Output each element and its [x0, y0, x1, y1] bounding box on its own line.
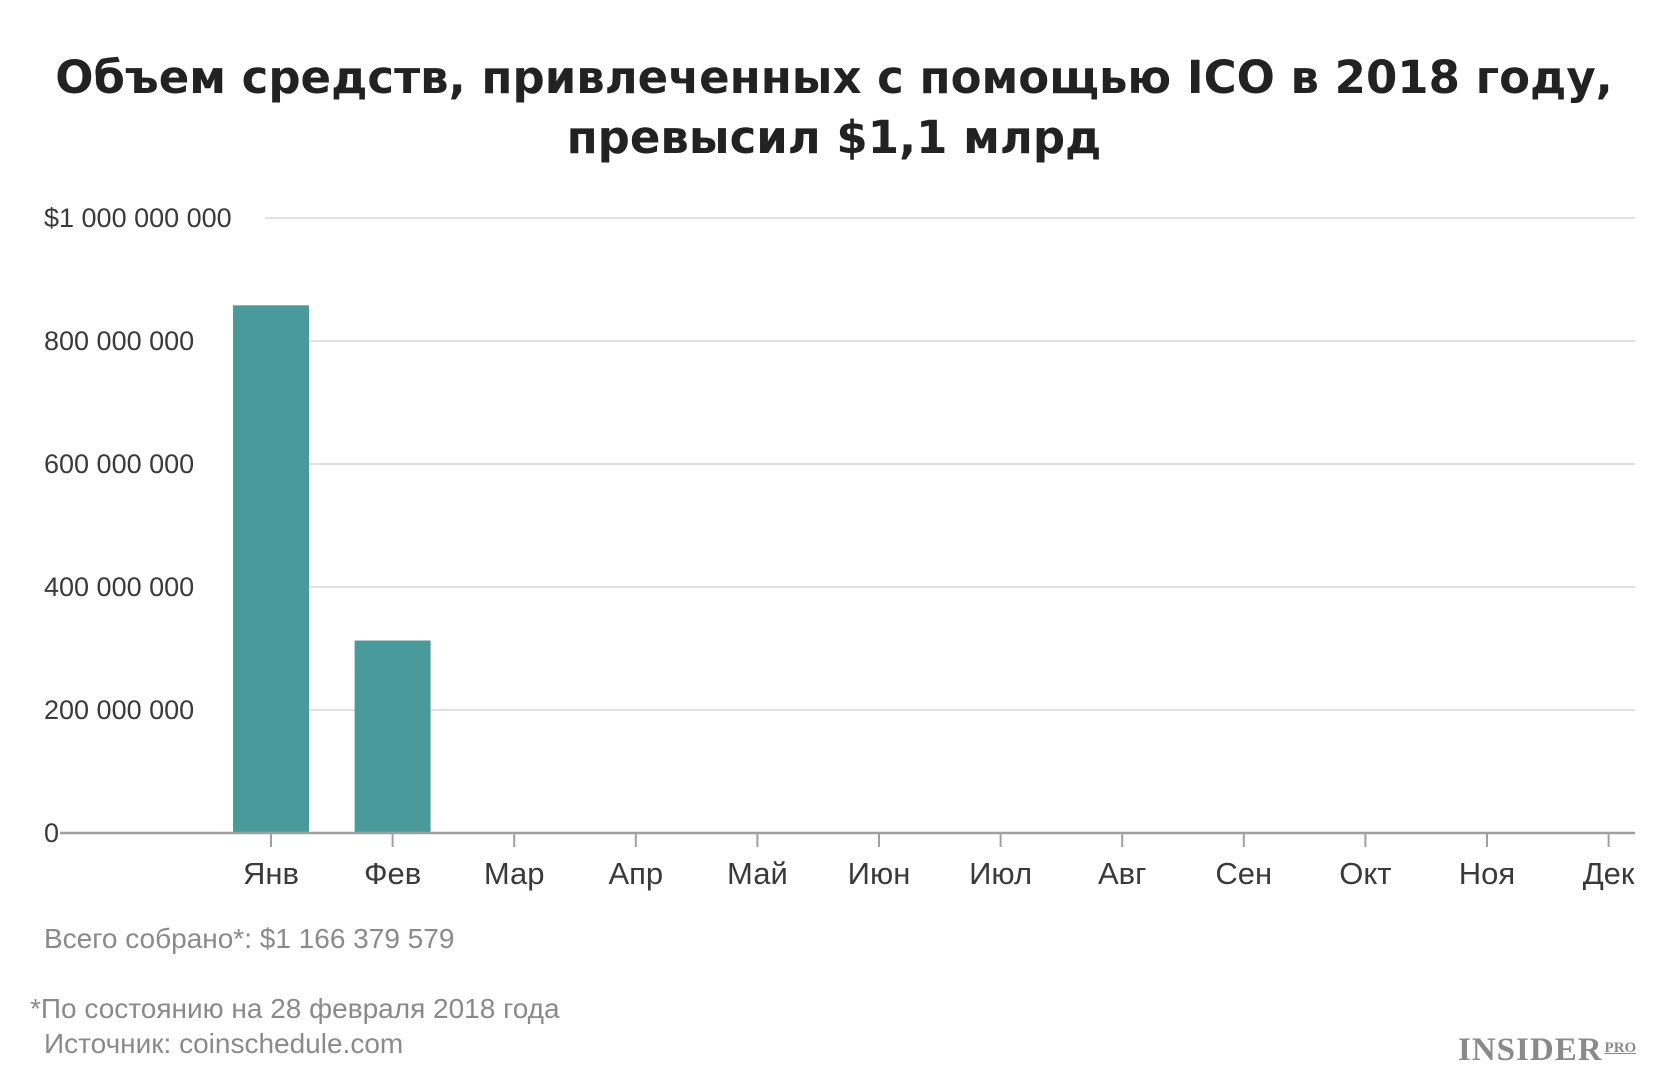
chart-title-line-2: превысил $1,1 млрд [566, 111, 1102, 164]
x-tick-label: Дек [1583, 856, 1635, 891]
x-tick-label: Окт [1339, 856, 1391, 891]
x-tick-label: Сен [1215, 856, 1272, 891]
total-raised-note: Всего собрано*: $1 166 379 579 [44, 923, 455, 954]
logo-sub-text: PRO [1604, 1040, 1637, 1056]
x-tick-label: Июл [969, 856, 1032, 891]
bar-Янв [233, 305, 309, 834]
y-tick-label: 400 000 000 [44, 572, 194, 602]
axes [60, 831, 1635, 847]
y-tick-label: $1 000 000 000 [44, 203, 232, 233]
chart-title: Объем средств, привлеченных с помощью IC… [0, 48, 1668, 168]
y-tick-label: 200 000 000 [44, 695, 194, 725]
y-tick-label: 0 [44, 818, 59, 848]
insider-pro-logo: INSIDER PRO [1458, 1032, 1636, 1069]
grid-lines [265, 217, 1635, 711]
x-tick-label: Май [727, 856, 788, 891]
x-tick-label: Авг [1098, 856, 1146, 891]
x-tick-label: Мар [484, 856, 545, 891]
y-tick-labels: 0 200 000 000 400 000 000 600 000 000 800 00… [44, 203, 232, 848]
chart-title-line-1: Объем средств, привлеченных с помощью IC… [55, 51, 1613, 104]
x-tick-labels: Янв Фев Мар Апр Май Июн Июл Авг Сен Окт Ноя Дек [243, 856, 1635, 891]
x-tick-label: Янв [243, 856, 299, 891]
y-tick-label: 800 000 000 [44, 326, 194, 356]
date-footnote: *По состоянию на 28 февраля 2018 года [30, 993, 560, 1024]
bar-Фев [354, 640, 431, 833]
x-tick-label: Апр [608, 856, 663, 891]
x-tick-label: Ноя [1459, 856, 1515, 891]
bars [233, 305, 431, 834]
source-note: Источник: coinschedule.com [44, 1028, 404, 1059]
y-tick-label: 600 000 000 [44, 449, 194, 479]
x-tick-label: Фев [364, 856, 421, 891]
x-tick-label: Июн [848, 856, 911, 891]
logo-main-text: INSIDER [1458, 1032, 1603, 1068]
